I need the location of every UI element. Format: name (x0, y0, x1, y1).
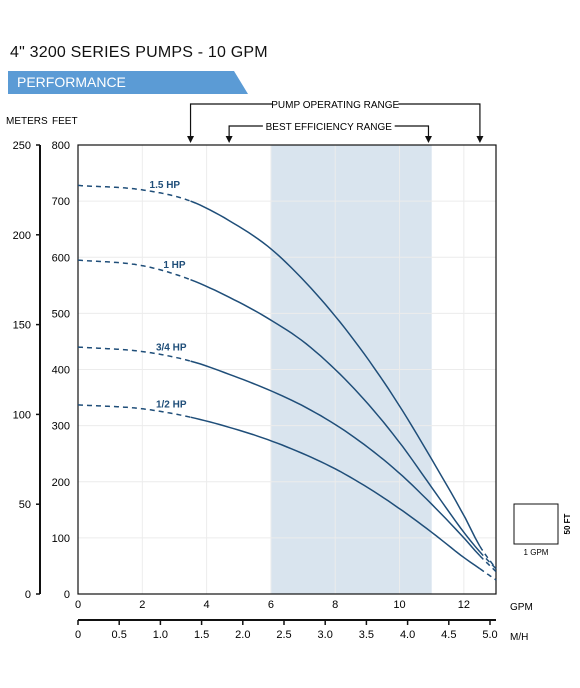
best-efficiency-range-arrow-left (225, 136, 233, 143)
best-efficiency-range-arrow-right (424, 136, 432, 143)
x-mh-tick-label: 3.0 (318, 629, 333, 641)
x-mh-tick-label: 0.5 (112, 629, 127, 641)
curve-3-4-hp-dashed-end (479, 555, 497, 573)
y-feet-tick-label: 0 (64, 589, 70, 601)
curve-3-4-hp-dashed-start (77, 346, 191, 362)
scale-inset-width-label: 1 GPM (524, 548, 549, 557)
y-feet-tick-label: 700 (52, 196, 70, 208)
best-efficiency-range-label-bg (262, 118, 395, 134)
scale-inset-box (513, 503, 559, 545)
series-label-3-4-hp: 3/4 HP (156, 342, 187, 353)
y-feet-tick-label: 500 (52, 308, 70, 320)
series-label-1-5-hp: 1.5 HP (150, 180, 181, 191)
y-feet-tick-label: 200 (52, 477, 70, 489)
page-title: 4" 3200 SERIES PUMPS - 10 GPM (10, 44, 268, 61)
curve-1-2-hp-dashed-start (77, 404, 191, 418)
y-meter-tick-label: 150 (13, 320, 31, 332)
x-axis-label-gpm: GPM (510, 602, 533, 613)
y-axis-label-feet: FEET (52, 116, 78, 127)
y-feet-tick-label: 100 (52, 533, 70, 545)
x-mh-tick-label: 1.0 (153, 629, 168, 641)
y-meter-tick-label: 200 (13, 230, 31, 242)
best-efficiency-range-label: BEST EFFICIENCY RANGE (266, 122, 393, 133)
x-mh-tick-label: 0 (75, 629, 81, 641)
x-mh-tick-label: 2.5 (276, 629, 291, 641)
curve-1-hp (190, 279, 481, 553)
banner-shape (8, 71, 248, 94)
x-gpm-tick-label: 4 (204, 599, 210, 611)
x-gpm-tick-label: 10 (393, 599, 405, 611)
pump-operating-range-arrow-right (476, 136, 484, 143)
series-label-1-2-hp: 1/2 HP (156, 399, 187, 410)
x-gpm-tick-label: 8 (332, 599, 338, 611)
x-axis-label-mh: M/H (510, 632, 528, 643)
x-mh-tick-label: 4.0 (400, 629, 415, 641)
curve-1-hp-dashed-end (479, 551, 497, 570)
x-mh-tick-label: 4.5 (441, 629, 456, 641)
banner-label: PERFORMANCE (17, 74, 126, 90)
curve-1-5-hp (190, 200, 481, 547)
plot-frame (77, 144, 497, 595)
x-gpm-tick-label: 12 (458, 599, 470, 611)
y-meter-tick-label: 50 (19, 499, 31, 511)
y-meter-tick-label: 250 (13, 140, 31, 152)
pump-operating-range-label-bg (272, 96, 399, 112)
y-feet-tick-label: 400 (52, 365, 70, 377)
x-gpm-tick-label: 2 (139, 599, 145, 611)
curve-1-2-hp (190, 416, 481, 570)
performance-banner: PERFORMANCE (8, 71, 248, 94)
pump-operating-range-label: PUMP OPERATING RANGE (271, 100, 399, 111)
x-mh-tick-label: 2.0 (235, 629, 250, 641)
y-feet-tick-label: 600 (52, 252, 70, 264)
y-feet-tick-label: 800 (52, 140, 70, 152)
y-meter-tick-label: 0 (25, 589, 31, 601)
x-gpm-tick-label: 0 (75, 599, 81, 611)
series-label-1-hp: 1 HP (163, 260, 186, 271)
pump-operating-range-arrow-left (187, 136, 195, 143)
x-mh-tick-label: 3.5 (359, 629, 374, 641)
y-meter-tick-label: 100 (13, 409, 31, 421)
curve-1-hp-dashed-start (77, 259, 191, 281)
y-feet-tick-label: 300 (52, 421, 70, 433)
x-gpm-tick-label: 6 (268, 599, 274, 611)
x-mh-tick-label: 5.0 (482, 629, 497, 641)
curve-1-5-hp-dashed-start (77, 184, 191, 202)
x-mh-tick-label: 1.5 (194, 629, 209, 641)
curve-3-4-hp (190, 360, 481, 557)
y-axis-label-meters: METERS (6, 116, 48, 127)
curve-1-2-hp-dashed-end (479, 568, 497, 581)
scale-inset-height-label: 50 FT (563, 513, 572, 534)
